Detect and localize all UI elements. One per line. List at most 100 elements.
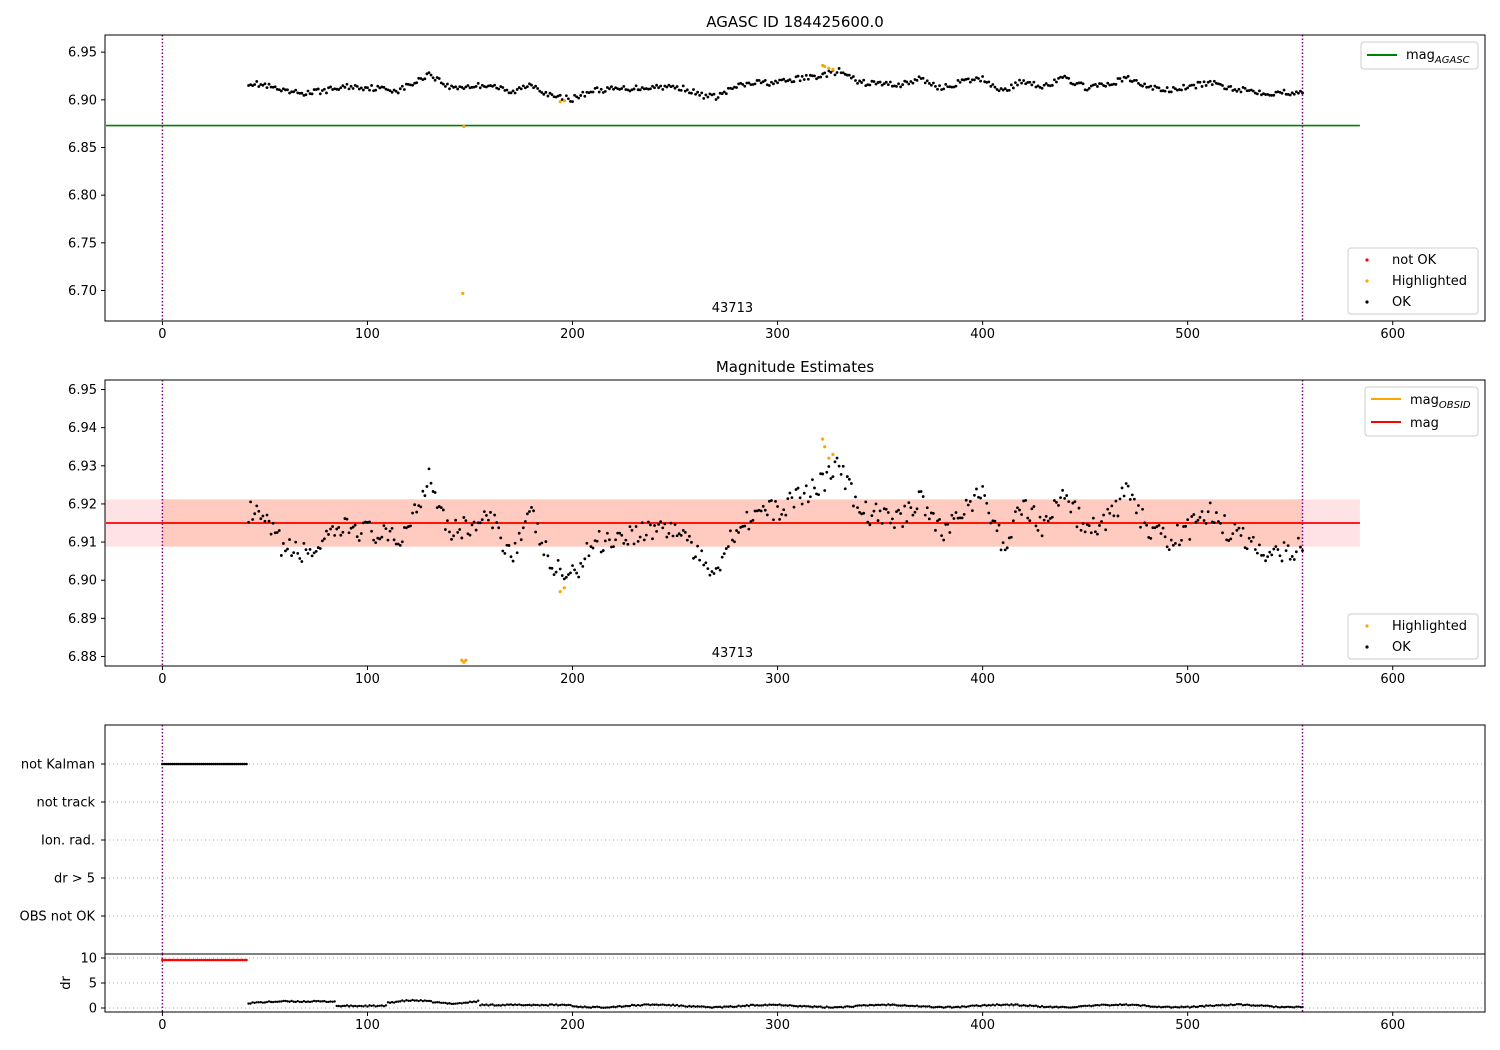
- ok-point: [1253, 548, 1257, 551]
- ok-point: [247, 520, 250, 524]
- dr-ok-point: [405, 998, 408, 1002]
- ok-point: [917, 490, 921, 494]
- dr-ok-point: [1114, 1003, 1118, 1006]
- dr-ok-point: [321, 1000, 324, 1003]
- y-tick-label: 6.88: [68, 650, 97, 665]
- ok-point: [437, 505, 441, 508]
- ok-point: [1036, 84, 1040, 88]
- dr-ok-point: [1151, 1005, 1155, 1008]
- dr-ok-point: [897, 1004, 900, 1007]
- ok-point: [716, 566, 720, 570]
- ok-point: [827, 69, 831, 73]
- ok-point: [663, 522, 667, 526]
- dr-ok-point: [253, 1001, 256, 1005]
- dr-ok-point: [1122, 1003, 1126, 1006]
- ok-point: [1280, 559, 1284, 563]
- ok-point: [782, 77, 786, 81]
- ok-point: [1050, 83, 1054, 87]
- ok-point: [429, 73, 433, 77]
- ok-point: [1036, 528, 1040, 532]
- ok-point: [374, 88, 378, 92]
- dr-not-ok-point: [185, 958, 189, 962]
- ok-point: [854, 79, 857, 82]
- ok-point: [1176, 523, 1179, 527]
- ok-point: [722, 90, 726, 94]
- ok-point: [1264, 559, 1267, 563]
- dr-ok-point: [294, 1000, 297, 1004]
- ok-point: [476, 81, 480, 85]
- ok-point: [921, 495, 925, 498]
- dr-ok-point: [470, 1000, 474, 1004]
- ok-point: [979, 79, 982, 83]
- ok-point: [550, 93, 554, 97]
- ok-point: [1073, 83, 1077, 87]
- ok-point: [690, 91, 693, 95]
- ok-point: [888, 80, 892, 84]
- ok-point: [1040, 86, 1044, 90]
- dr-ok-point: [302, 1000, 306, 1003]
- dr-ok-point: [308, 1000, 312, 1004]
- ok-point: [679, 88, 683, 92]
- ok-point: [1028, 519, 1032, 523]
- ok-point: [554, 570, 558, 574]
- dr-ok-point: [1184, 1005, 1187, 1009]
- estimates-title: Magnitude Estimates: [716, 358, 874, 376]
- x-tick-label: 600: [1380, 327, 1405, 342]
- ok-point: [575, 571, 579, 575]
- x-tick-label: 100: [355, 1018, 380, 1033]
- ok-point: [761, 504, 765, 508]
- ok-point: [515, 551, 519, 555]
- ok-point: [1180, 88, 1183, 92]
- dr-ok-point: [714, 1005, 718, 1009]
- dr-ok-point: [290, 999, 293, 1003]
- flag-point: [202, 762, 205, 766]
- dr-ok-point: [267, 1000, 271, 1003]
- ok-point: [772, 518, 775, 522]
- dr-ok-point: [647, 1003, 650, 1006]
- dr-ok-point: [936, 1005, 939, 1009]
- ok-point: [741, 82, 745, 86]
- dr-ok-point: [817, 1005, 820, 1008]
- ok-point: [1026, 80, 1030, 84]
- ok-point: [491, 84, 494, 88]
- ok-point: [585, 541, 589, 545]
- highlighted-point: [562, 99, 566, 103]
- dr-ok-point: [561, 1003, 564, 1006]
- ok-point: [534, 530, 538, 534]
- ok-point: [981, 484, 985, 488]
- ok-point: [470, 85, 474, 89]
- dr-ok-point: [856, 1004, 859, 1007]
- ok-point: [864, 500, 868, 504]
- ok-point: [792, 80, 796, 83]
- ok-point: [1077, 506, 1081, 510]
- ok-point: [798, 496, 802, 500]
- ok-point: [437, 77, 441, 80]
- ok-point: [923, 513, 927, 517]
- dr-not-ok-point: [222, 958, 226, 962]
- ok-point: [1221, 84, 1224, 87]
- ok-point: [470, 523, 474, 527]
- ok-point: [513, 91, 517, 95]
- ok-point: [950, 85, 954, 89]
- agasc-obsid-label: 43713: [712, 301, 753, 316]
- ok-point: [521, 84, 525, 88]
- flag-point: [239, 762, 242, 766]
- dr-ok-point: [831, 1006, 835, 1009]
- ok-point: [696, 544, 699, 548]
- ok-point: [1151, 88, 1155, 91]
- dr-ok-point: [630, 1003, 634, 1007]
- dr-ok-point: [1012, 1004, 1015, 1007]
- ok-point: [1067, 500, 1071, 504]
- ok-point: [1294, 90, 1298, 94]
- ok-point: [364, 86, 367, 89]
- ok-point: [1050, 515, 1054, 519]
- ok-point: [1268, 550, 1272, 554]
- dr-ok-point: [915, 1004, 919, 1007]
- dr-not-ok-point: [183, 958, 187, 962]
- flag-point: [173, 762, 177, 766]
- dr-ok-point: [891, 1003, 894, 1006]
- ok-point: [788, 491, 792, 495]
- ok-point: [1120, 79, 1124, 83]
- ok-point: [782, 508, 786, 512]
- ok-point: [1217, 520, 1220, 523]
